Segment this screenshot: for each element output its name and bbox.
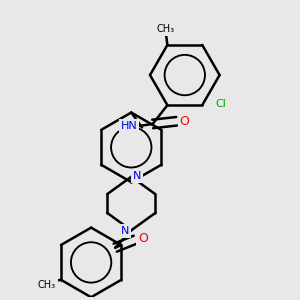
Text: HN: HN <box>121 121 138 131</box>
Text: CH₃: CH₃ <box>157 24 175 34</box>
Text: N: N <box>121 226 130 236</box>
Text: O: O <box>179 115 189 128</box>
Text: CH₃: CH₃ <box>38 280 56 290</box>
Text: N: N <box>133 171 141 181</box>
Text: O: O <box>138 232 148 245</box>
Text: Cl: Cl <box>215 99 226 109</box>
